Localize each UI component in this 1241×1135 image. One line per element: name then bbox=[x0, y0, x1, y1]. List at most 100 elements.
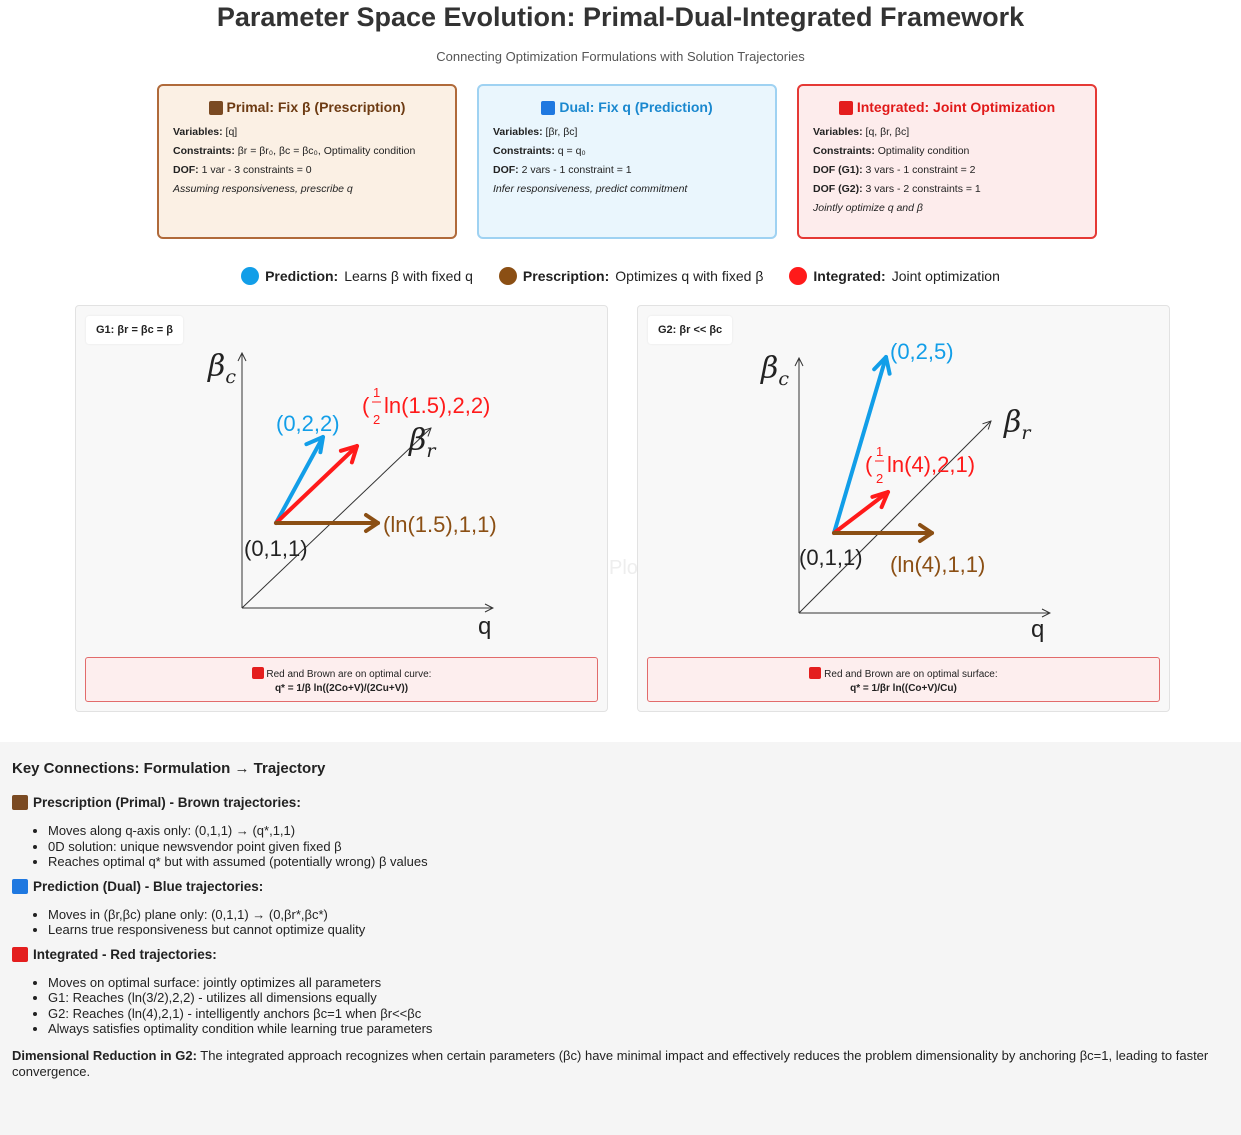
g2-br-axis-label: βr bbox=[1003, 405, 1032, 444]
legend-prescription-key: Prescription: bbox=[522, 268, 610, 284]
primal-dof: DOF: 1 var - 3 constraints = 0 bbox=[173, 161, 441, 180]
dual-dof: DOF: 2 vars - 1 constraint = 1 bbox=[493, 161, 761, 180]
primal-note: Assuming responsiveness, prescribe q bbox=[173, 183, 353, 195]
dual-variables-key: Variables: bbox=[493, 126, 543, 138]
g2-note-formula: q* = 1/βr ln((Co+V)/Cu) bbox=[850, 683, 957, 694]
g2-blue-label: (0,2,5) bbox=[890, 339, 954, 364]
prescription-title-text: Prescription (Primal) - Brown trajectori… bbox=[33, 795, 301, 810]
g1-brown-arrow bbox=[274, 513, 380, 533]
page-title: Parameter Space Evolution: Primal-Dual-I… bbox=[216, 2, 1025, 32]
integrated-constraints-key: Constraints: bbox=[813, 145, 875, 157]
g1-origin-label: (0,1,1) bbox=[244, 536, 308, 561]
dual-variables-value: [βr, βc] bbox=[545, 126, 578, 138]
g1-note-formula: q* = 1/β ln((2Co+V)/(2Cu+V)) bbox=[274, 683, 409, 694]
g1-red-arrow bbox=[274, 444, 359, 525]
g1-br-axis bbox=[241, 428, 431, 609]
g1-note-text: Red and Brown are on optimal curve: bbox=[266, 669, 432, 680]
blue-dot-icon bbox=[241, 267, 260, 285]
dual-card: Dual: Fix q (Prediction) Variables: [βr,… bbox=[477, 84, 777, 239]
g2-brown-label: (ln(4),1,1) bbox=[890, 552, 985, 577]
conclusion-key: Dimensional Reduction in G2: bbox=[12, 1047, 197, 1063]
list-item: Moves in (βr,βc) plane only: (0,1,1) → (… bbox=[48, 907, 1229, 923]
g1-red-label-open: ( bbox=[362, 393, 370, 418]
integrated-list: Moves on optimal surface: jointly optimi… bbox=[12, 975, 1229, 1037]
g2-red-label-body: ln(4),2,1) bbox=[887, 452, 975, 477]
watermark-text: Plot bbox=[609, 557, 644, 579]
g1-red-label: ( 1 2 ln(1.5),2,2) bbox=[362, 385, 490, 427]
integrated-dof-g2: DOF (G2): 3 vars - 2 constraints = 1 bbox=[813, 180, 1081, 199]
integrated-section-title: Integrated - Red trajectories: bbox=[12, 946, 1229, 962]
g1-br-axis-label: βr bbox=[408, 423, 437, 462]
g2-red-label-open: ( bbox=[865, 452, 873, 477]
integrated-variables-value: [q, βr, βc] bbox=[865, 126, 910, 138]
primal-constraints-key: Constraints: bbox=[173, 145, 235, 157]
integrated-variables: Variables: [q, βr, βc] bbox=[813, 123, 1081, 142]
g1-red-label-body: ln(1.5),2,2) bbox=[384, 393, 490, 418]
legend-prediction-key: Prediction: bbox=[265, 268, 339, 284]
g1-diagram: βc βr q (0,1,1) (0,2,2) (ln(1.5),1,1) ( … bbox=[207, 349, 497, 640]
g2-panel-tag: G2: βr << βc bbox=[648, 316, 733, 344]
legend-item-prescription: Prescription: Optimizes q with fixed β bbox=[498, 267, 763, 285]
g2-brown-arrow bbox=[832, 523, 934, 543]
integrated-constraints: Constraints: Optimality condition bbox=[813, 142, 1081, 161]
g2-q-axis-label: q bbox=[1031, 616, 1044, 643]
list-item: Moves on optimal surface: jointly optimi… bbox=[48, 975, 1229, 991]
g2-origin-label: (0,1,1) bbox=[799, 545, 863, 570]
dual-dof-key: DOF: bbox=[493, 164, 519, 176]
list-item: Always satisfies optimality condition wh… bbox=[48, 1021, 1229, 1037]
red-dot-icon bbox=[789, 267, 808, 285]
conclusion-text: The integrated approach recognizes when … bbox=[12, 1047, 1209, 1079]
g2-diagram: βc βr q (0,1,1) (0,2,5) (ln(4),1,1) ( 1 … bbox=[760, 339, 1171, 643]
integrated-title-text: Integrated - Red trajectories: bbox=[33, 946, 217, 962]
legend-item-integrated: Integrated: Joint optimization bbox=[789, 267, 1000, 285]
blue-square-icon bbox=[12, 878, 28, 894]
primal-card: Primal: Fix β (Prescription) Variables: … bbox=[157, 84, 457, 239]
dimensional-reduction-paragraph: Dimensional Reduction in G2: The integra… bbox=[12, 1048, 1229, 1080]
g1-red-label-frac-num: 1 bbox=[373, 385, 380, 400]
dual-note: Infer responsiveness, predict commitment bbox=[493, 183, 688, 195]
legend-prediction-text: Learns β with fixed q bbox=[344, 268, 473, 284]
primal-constraints-value: βr = βr₀, βc = βc₀, Optimality condition bbox=[237, 145, 416, 157]
integrated-dof-g1-key: DOF (G1): bbox=[813, 164, 863, 176]
integrated-card-title-text: Integrated: Joint Optimization bbox=[856, 99, 1056, 115]
list-item: 0D solution: unique newsvendor point giv… bbox=[48, 839, 1229, 855]
dual-variables: Variables: [βr, βc] bbox=[493, 123, 761, 142]
g1-blue-arrow bbox=[274, 435, 325, 525]
primal-card-title: Primal: Fix β (Prescription) bbox=[173, 98, 441, 117]
g2-optimal-note: Red and Brown are on optimal surface: q*… bbox=[647, 657, 1160, 702]
blue-square-icon bbox=[541, 100, 556, 115]
legend-integrated-key: Integrated: bbox=[813, 268, 886, 284]
dual-constraints: Constraints: q = q₀ bbox=[493, 142, 761, 161]
integrated-dof-g1-value: 3 vars - 1 constraint = 2 bbox=[865, 164, 976, 176]
red-square-icon bbox=[251, 667, 264, 679]
prediction-section-title: Prediction (Dual) - Blue trajectories: bbox=[12, 878, 1229, 894]
list-item: Reaches optimal q* but with assumed (pot… bbox=[48, 854, 1229, 870]
g1-q-axis-label: q bbox=[478, 613, 491, 640]
primal-dof-key: DOF: bbox=[173, 164, 199, 176]
trajectory-legend: Prediction: Learns β with fixed q Prescr… bbox=[0, 267, 1241, 285]
primal-dof-value: 1 var - 3 constraints = 0 bbox=[201, 164, 312, 176]
integrated-constraints-value: Optimality condition bbox=[877, 145, 970, 157]
g1-brown-label: (ln(1.5),1,1) bbox=[383, 512, 497, 537]
list-item: G1: Reaches (ln(3/2),2,2) - utilizes all… bbox=[48, 990, 1229, 1006]
g1-panel-tag: G1: βr = βc = β bbox=[86, 316, 184, 344]
prescription-section-title: Prescription (Primal) - Brown trajectori… bbox=[12, 795, 1229, 810]
g2-panel: βc βr q (0,1,1) (0,2,5) (ln(4),1,1) ( 1 … bbox=[637, 305, 1170, 712]
integrated-dof-g2-value: 3 vars - 2 constraints = 1 bbox=[865, 183, 981, 195]
primal-variables: Variables: [q] bbox=[173, 123, 441, 142]
dual-card-title-text: Dual: Fix q (Prediction) bbox=[559, 99, 713, 115]
dual-dof-value: 2 vars - 1 constraint = 1 bbox=[521, 164, 632, 176]
prediction-list: Moves in (βr,βc) plane only: (0,1,1) → (… bbox=[12, 907, 1229, 938]
integrated-card: Integrated: Joint Optimization Variables… bbox=[797, 84, 1097, 239]
primal-variables-key: Variables: bbox=[173, 126, 223, 138]
g2-note-text: Red and Brown are on optimal surface: bbox=[824, 669, 998, 680]
g2-red-arrow bbox=[832, 490, 890, 535]
page-subtitle: Connecting Optimization Formulations wit… bbox=[436, 49, 805, 64]
brown-square-icon bbox=[12, 795, 28, 810]
primal-card-title-text: Primal: Fix β (Prescription) bbox=[226, 99, 406, 115]
dual-card-title: Dual: Fix q (Prediction) bbox=[493, 98, 761, 117]
integrated-dof-g2-key: DOF (G2): bbox=[813, 183, 863, 195]
legend-item-prediction: Prediction: Learns β with fixed q bbox=[241, 267, 473, 285]
prescription-list: Moves along q-axis only: (0,1,1) → (q*,1… bbox=[12, 823, 1229, 870]
key-connections-section: Key Connections: Formulation → Trajector… bbox=[0, 742, 1241, 1135]
